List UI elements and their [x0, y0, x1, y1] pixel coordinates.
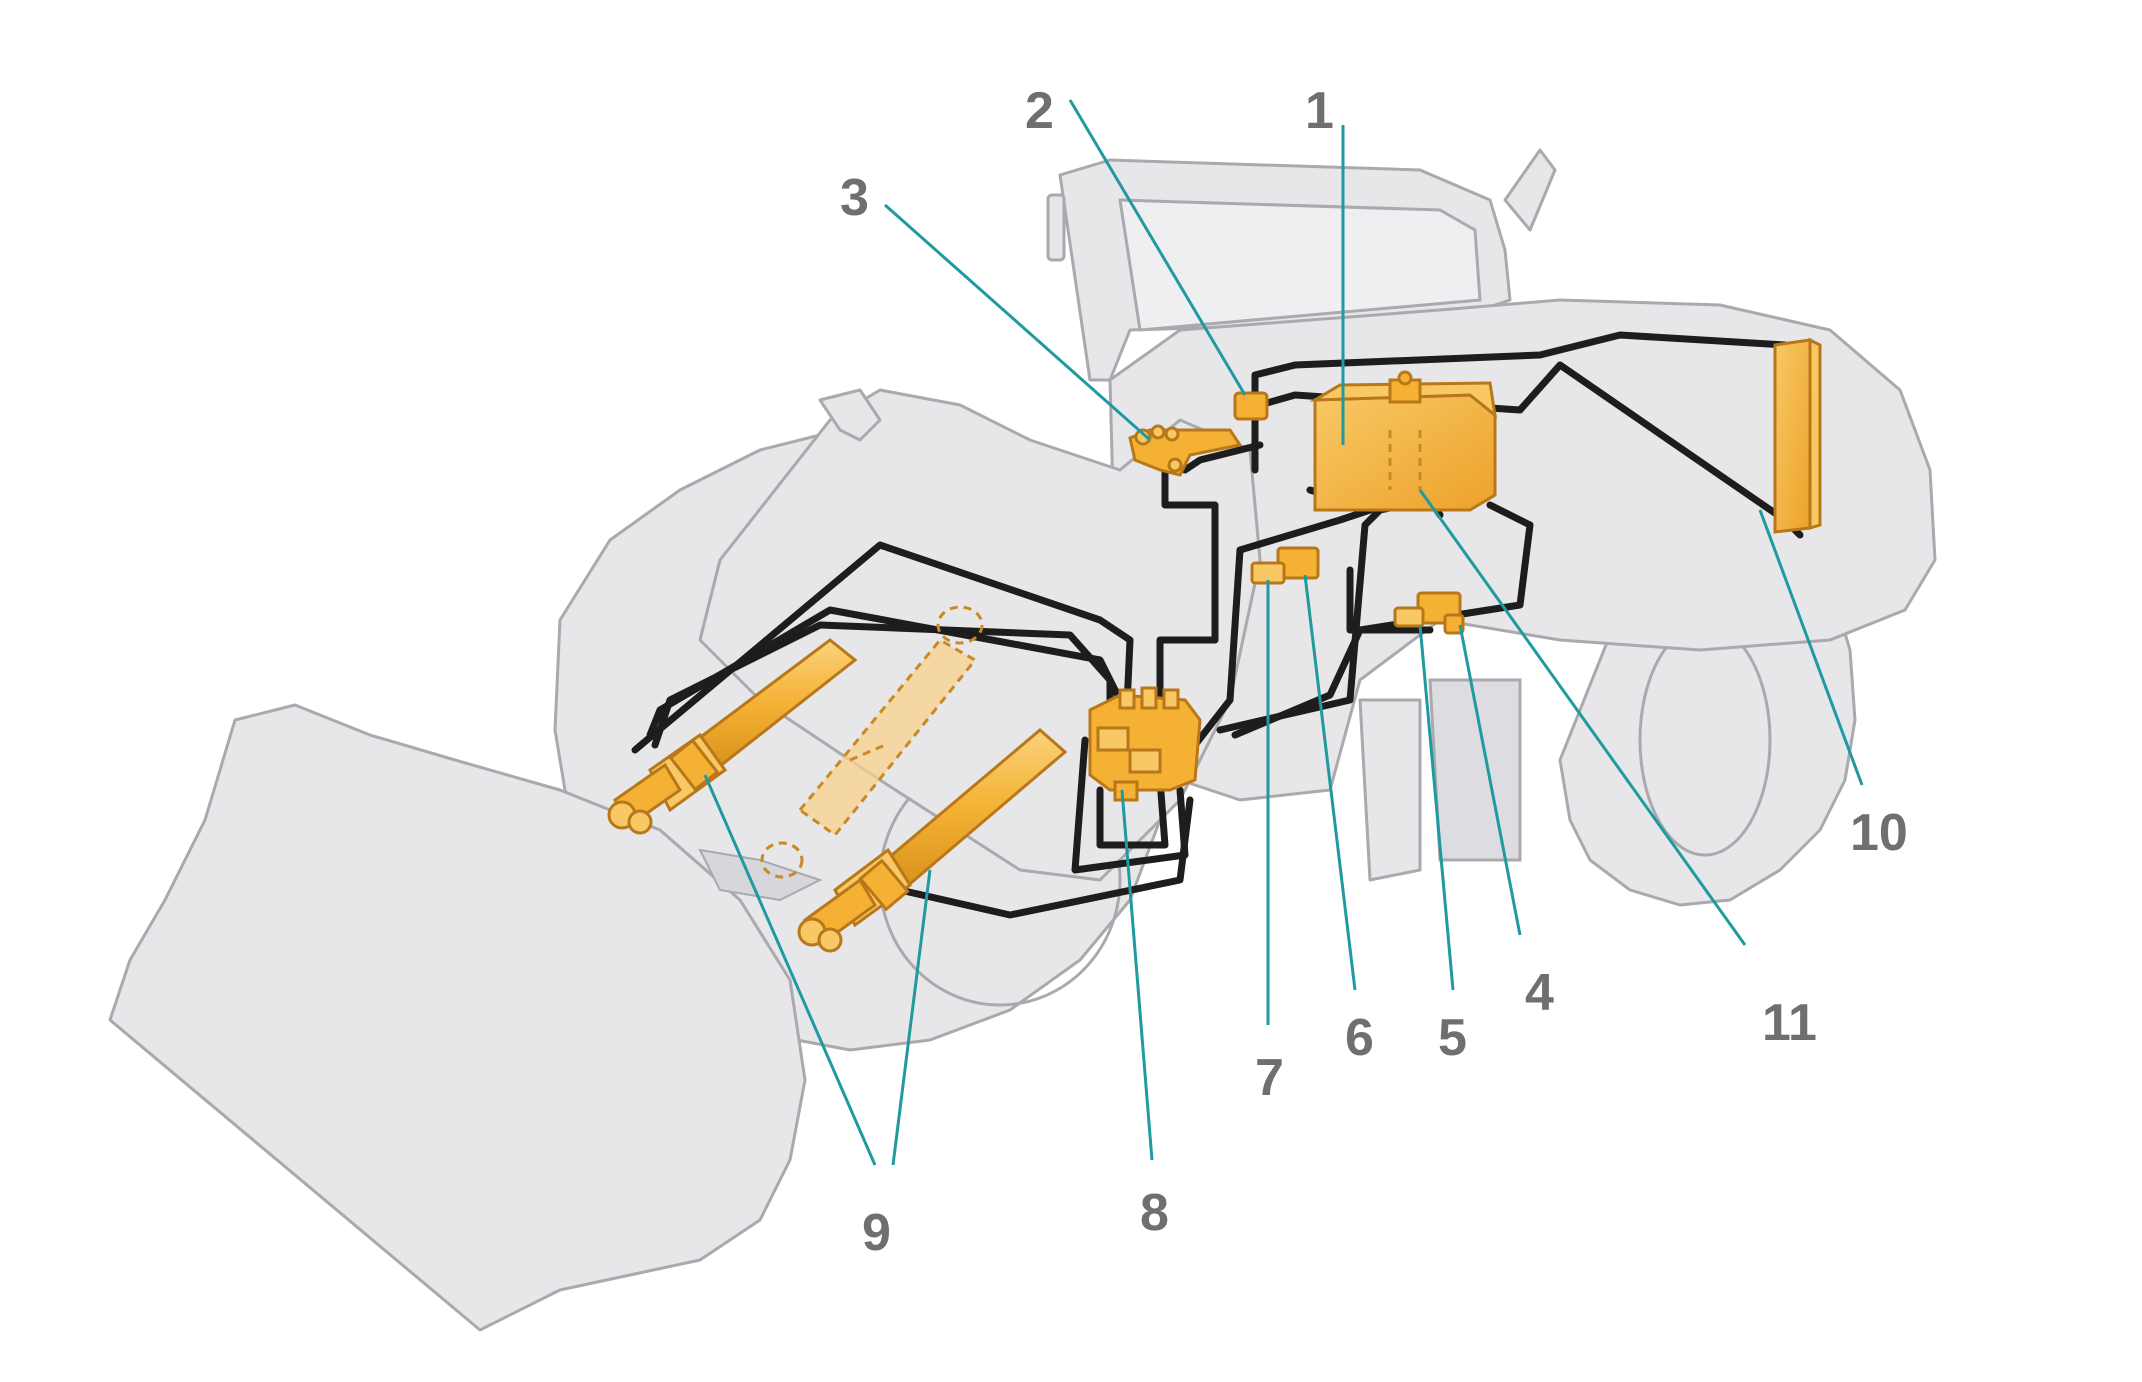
leader-9b [891, 869, 932, 1166]
bucket [108, 703, 823, 1332]
callout-10: 10 [1850, 804, 1908, 862]
callout-9: 9 [862, 1204, 891, 1262]
oil-cooler [1773, 337, 1822, 534]
callout-8: 8 [1140, 1184, 1169, 1242]
steering-valve [1393, 591, 1465, 635]
callout-6: 6 [1345, 1009, 1374, 1067]
brake-valve [1250, 546, 1320, 585]
hydraulic-lines [631, 331, 1804, 919]
callout-1: 1 [1305, 82, 1334, 140]
callout-7: 7 [1255, 1049, 1284, 1107]
leader-9a [703, 774, 877, 1166]
leader-lines [703, 99, 1864, 1166]
callout-labels: 1 2 3 4 5 6 7 8 9 10 11 [840, 82, 1908, 1262]
main-control-valve [1088, 686, 1202, 802]
filter [1233, 391, 1269, 421]
hydraulic-tank [1309, 370, 1498, 512]
tilt-cylinder [760, 605, 984, 879]
cab [1046, 148, 1557, 382]
leader-4 [1458, 624, 1522, 936]
pilot-control-valve [1128, 424, 1243, 477]
lift-cylinder-right [797, 728, 1068, 953]
leader-3 [884, 203, 1151, 442]
leader-6 [1303, 574, 1357, 991]
leader-11 [1418, 489, 1747, 946]
lift-cylinder-left [607, 638, 858, 835]
callout-3: 3 [840, 169, 869, 227]
callout-4: 4 [1525, 964, 1554, 1022]
callout-2: 2 [1025, 82, 1054, 140]
leader-10 [1758, 509, 1864, 786]
leader-5 [1418, 624, 1455, 991]
callout-5: 5 [1438, 1009, 1467, 1067]
leader-8 [1120, 789, 1154, 1161]
callout-11: 11 [1762, 994, 1817, 1052]
leader-2 [1068, 99, 1247, 396]
